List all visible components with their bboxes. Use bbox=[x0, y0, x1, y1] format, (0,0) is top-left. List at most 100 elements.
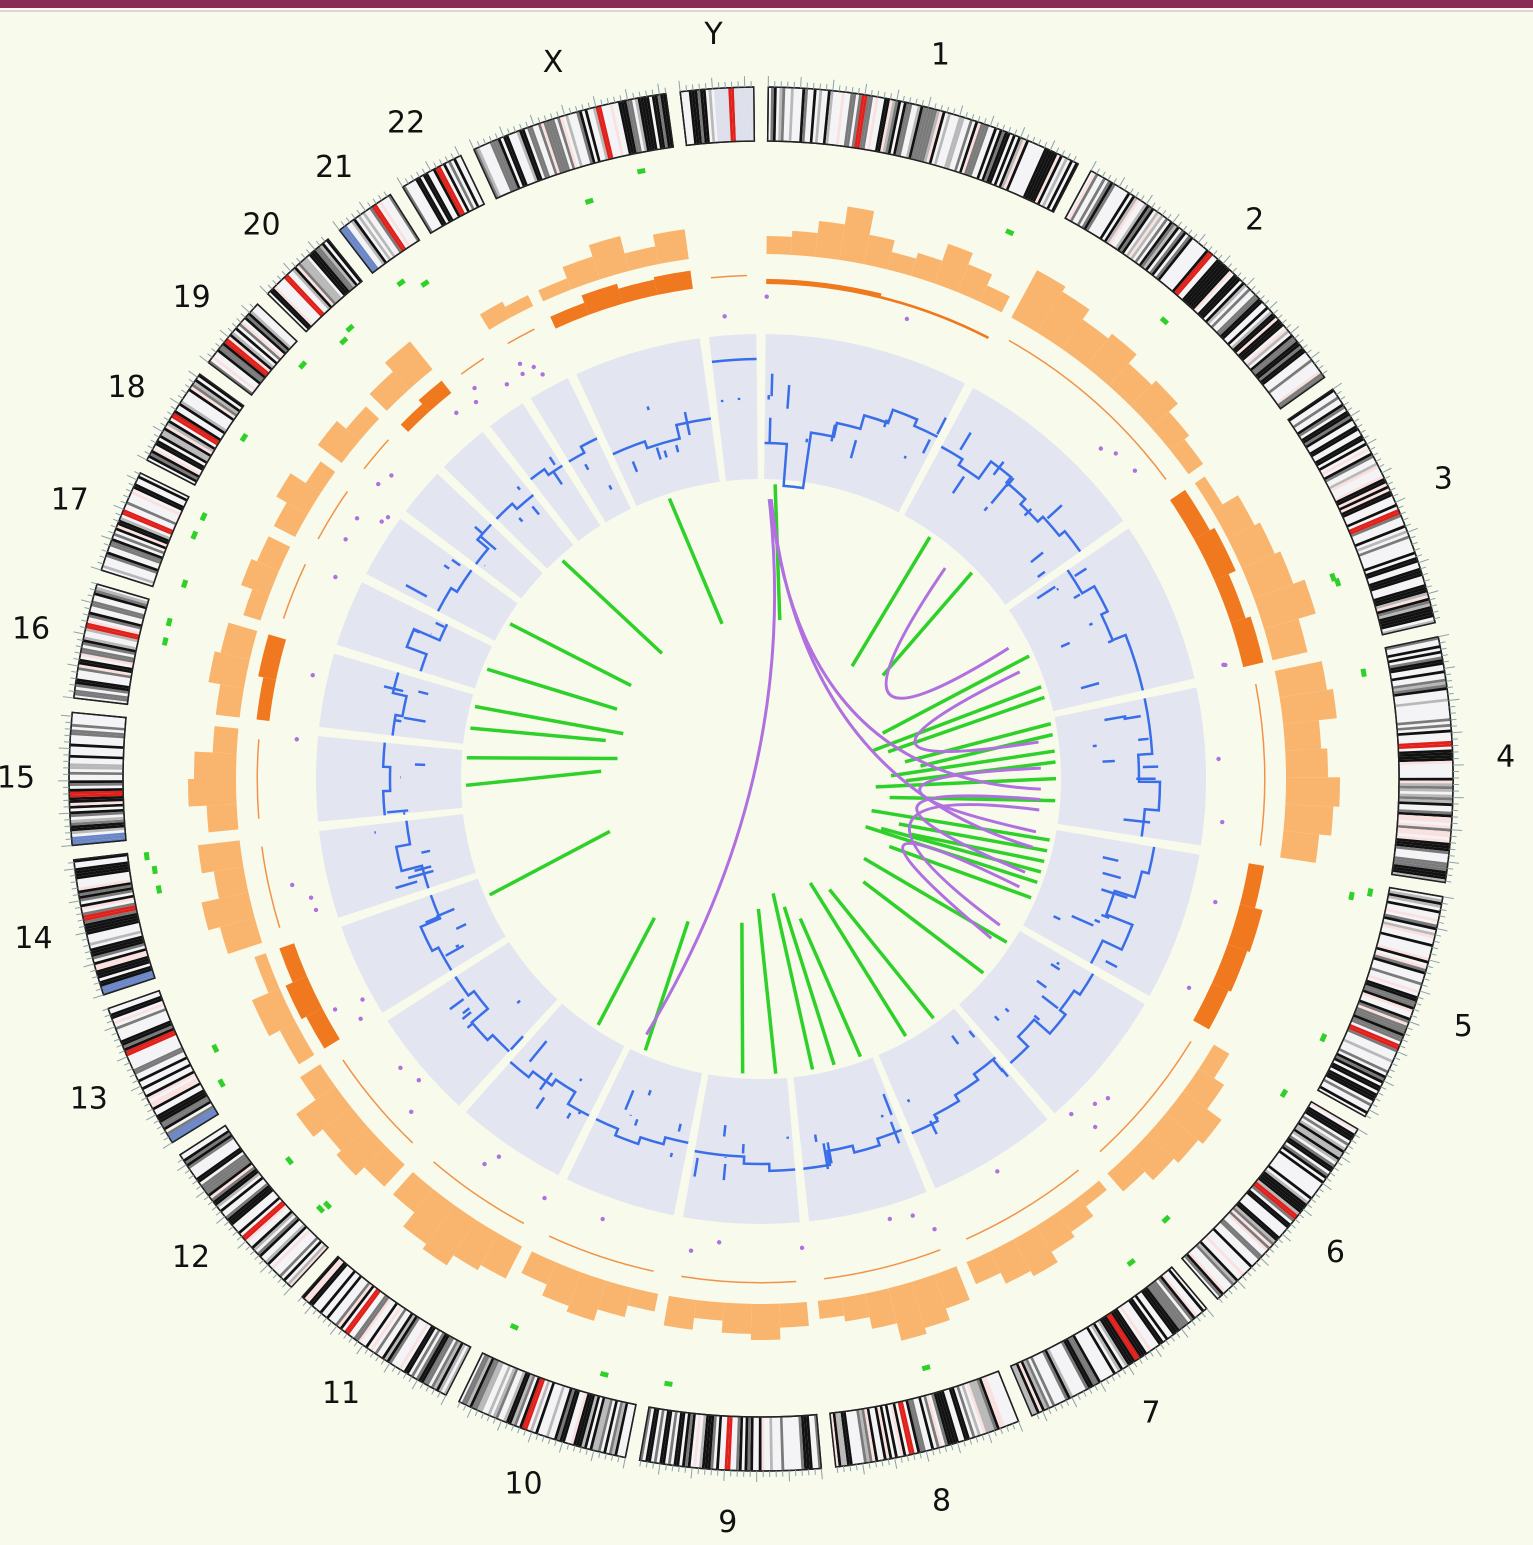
ideogram-band bbox=[846, 93, 857, 147]
ideogram-band bbox=[134, 1049, 184, 1075]
scale-tick bbox=[995, 122, 999, 129]
ideogram-band bbox=[657, 95, 668, 148]
ideogram-band bbox=[578, 1395, 595, 1447]
purple-dot bbox=[1221, 662, 1226, 667]
purple-dot bbox=[472, 385, 477, 391]
scale-tick bbox=[482, 138, 487, 145]
ideogram-band bbox=[227, 1185, 270, 1221]
ideogram-band bbox=[1356, 530, 1408, 552]
scale-tick bbox=[1259, 295, 1265, 301]
ideogram-outline bbox=[178, 1124, 330, 1289]
scale-tick bbox=[112, 518, 119, 522]
blue-spike bbox=[551, 470, 563, 485]
ideogram-band bbox=[147, 1073, 196, 1101]
dark-orange-baseline bbox=[681, 1275, 797, 1284]
scale-tick bbox=[1396, 1051, 1408, 1057]
green-link bbox=[898, 822, 1048, 853]
scale-tick bbox=[72, 893, 79, 896]
ideogram-band bbox=[735, 1417, 741, 1470]
scale-tick bbox=[1260, 1257, 1269, 1266]
ideogram-band bbox=[362, 212, 396, 257]
ideogram-band bbox=[1255, 1181, 1298, 1218]
ideogram-band bbox=[1397, 723, 1451, 731]
ideogram-band bbox=[1128, 1299, 1161, 1345]
green-link bbox=[910, 832, 1045, 864]
ideogram-band bbox=[724, 1416, 730, 1470]
scale-tick bbox=[1012, 1423, 1016, 1430]
ideogram-band bbox=[386, 1316, 418, 1362]
ideogram-band bbox=[1365, 982, 1417, 1002]
ideogram-band bbox=[1392, 678, 1446, 689]
blue-spike bbox=[1094, 918, 1101, 924]
dark-orange-baseline bbox=[824, 1249, 941, 1280]
scale-tick bbox=[851, 87, 854, 94]
scale-tick bbox=[691, 84, 694, 91]
ideogram-band bbox=[893, 102, 907, 155]
ideogram-band bbox=[1268, 359, 1313, 394]
scale-tick bbox=[340, 221, 346, 227]
scale-tick bbox=[236, 318, 242, 323]
ideogram-band bbox=[611, 1402, 626, 1455]
ideogram-band bbox=[72, 835, 126, 843]
orange-histogram-bar bbox=[538, 278, 572, 302]
orange-histogram-bar bbox=[219, 917, 263, 955]
scale-tick bbox=[1438, 633, 1450, 638]
ideogram-band bbox=[1003, 139, 1027, 190]
scale-tick bbox=[1302, 344, 1308, 349]
ideogram-band bbox=[1231, 311, 1272, 349]
blue-spike bbox=[451, 558, 461, 567]
snv-dot bbox=[1366, 888, 1374, 897]
purple-dot bbox=[496, 1154, 502, 1159]
scale-tick bbox=[1246, 277, 1255, 287]
ideogram-band bbox=[1247, 330, 1289, 367]
ideogram-band bbox=[1190, 266, 1228, 308]
purple-dot bbox=[540, 372, 545, 377]
blue-spike bbox=[509, 1035, 524, 1051]
ideogram-band bbox=[1329, 462, 1378, 490]
scale-tick bbox=[1445, 673, 1452, 676]
scale-tick bbox=[1418, 558, 1429, 564]
blue-spike bbox=[1036, 585, 1056, 600]
scale-tick bbox=[377, 194, 383, 201]
blue-profile-3 bbox=[1066, 569, 1145, 691]
ideogram-band bbox=[70, 798, 123, 804]
ideogram-band bbox=[976, 1379, 997, 1430]
blue-spike bbox=[822, 1143, 830, 1170]
ideogram-band bbox=[921, 109, 938, 162]
ideogram-band bbox=[422, 174, 451, 222]
scale-tick bbox=[1337, 1161, 1343, 1166]
green-link bbox=[871, 808, 1050, 842]
ideogram-band bbox=[1227, 307, 1269, 345]
blue-spike bbox=[1046, 504, 1063, 520]
ideogram-band bbox=[298, 263, 336, 305]
orange-histogram-bar bbox=[213, 866, 249, 899]
scale-tick bbox=[494, 133, 499, 140]
ideogram-band bbox=[662, 1411, 673, 1464]
ideogram-band bbox=[923, 1396, 940, 1448]
orange-histogram-bar bbox=[566, 1272, 607, 1321]
ideogram-band bbox=[1369, 567, 1421, 587]
ideogram-band bbox=[728, 88, 734, 142]
blue-spike bbox=[577, 1110, 582, 1115]
dark-orange-baseline bbox=[548, 1235, 654, 1272]
purple-dot bbox=[389, 473, 394, 478]
scale-tick bbox=[1430, 604, 1438, 607]
ideogram-band bbox=[1193, 270, 1232, 312]
blue-spike bbox=[830, 424, 837, 442]
ideogram-band bbox=[758, 1417, 762, 1471]
scale-tick bbox=[153, 1119, 160, 1124]
ideogram-band bbox=[1310, 1102, 1358, 1132]
scale-tick bbox=[353, 1341, 359, 1347]
scale-tick bbox=[575, 105, 578, 113]
ideogram-band bbox=[72, 832, 125, 840]
ideogram-band bbox=[968, 1382, 989, 1433]
ideogram-band bbox=[646, 96, 658, 150]
purple-dot bbox=[379, 519, 384, 524]
ideogram-band bbox=[750, 1417, 754, 1471]
scale-tick bbox=[999, 1428, 1003, 1435]
ideogram-band bbox=[69, 763, 123, 768]
scale-tick bbox=[75, 932, 87, 936]
green-link bbox=[782, 906, 836, 1066]
scale-tick bbox=[351, 213, 356, 219]
ideogram-band bbox=[159, 435, 207, 464]
